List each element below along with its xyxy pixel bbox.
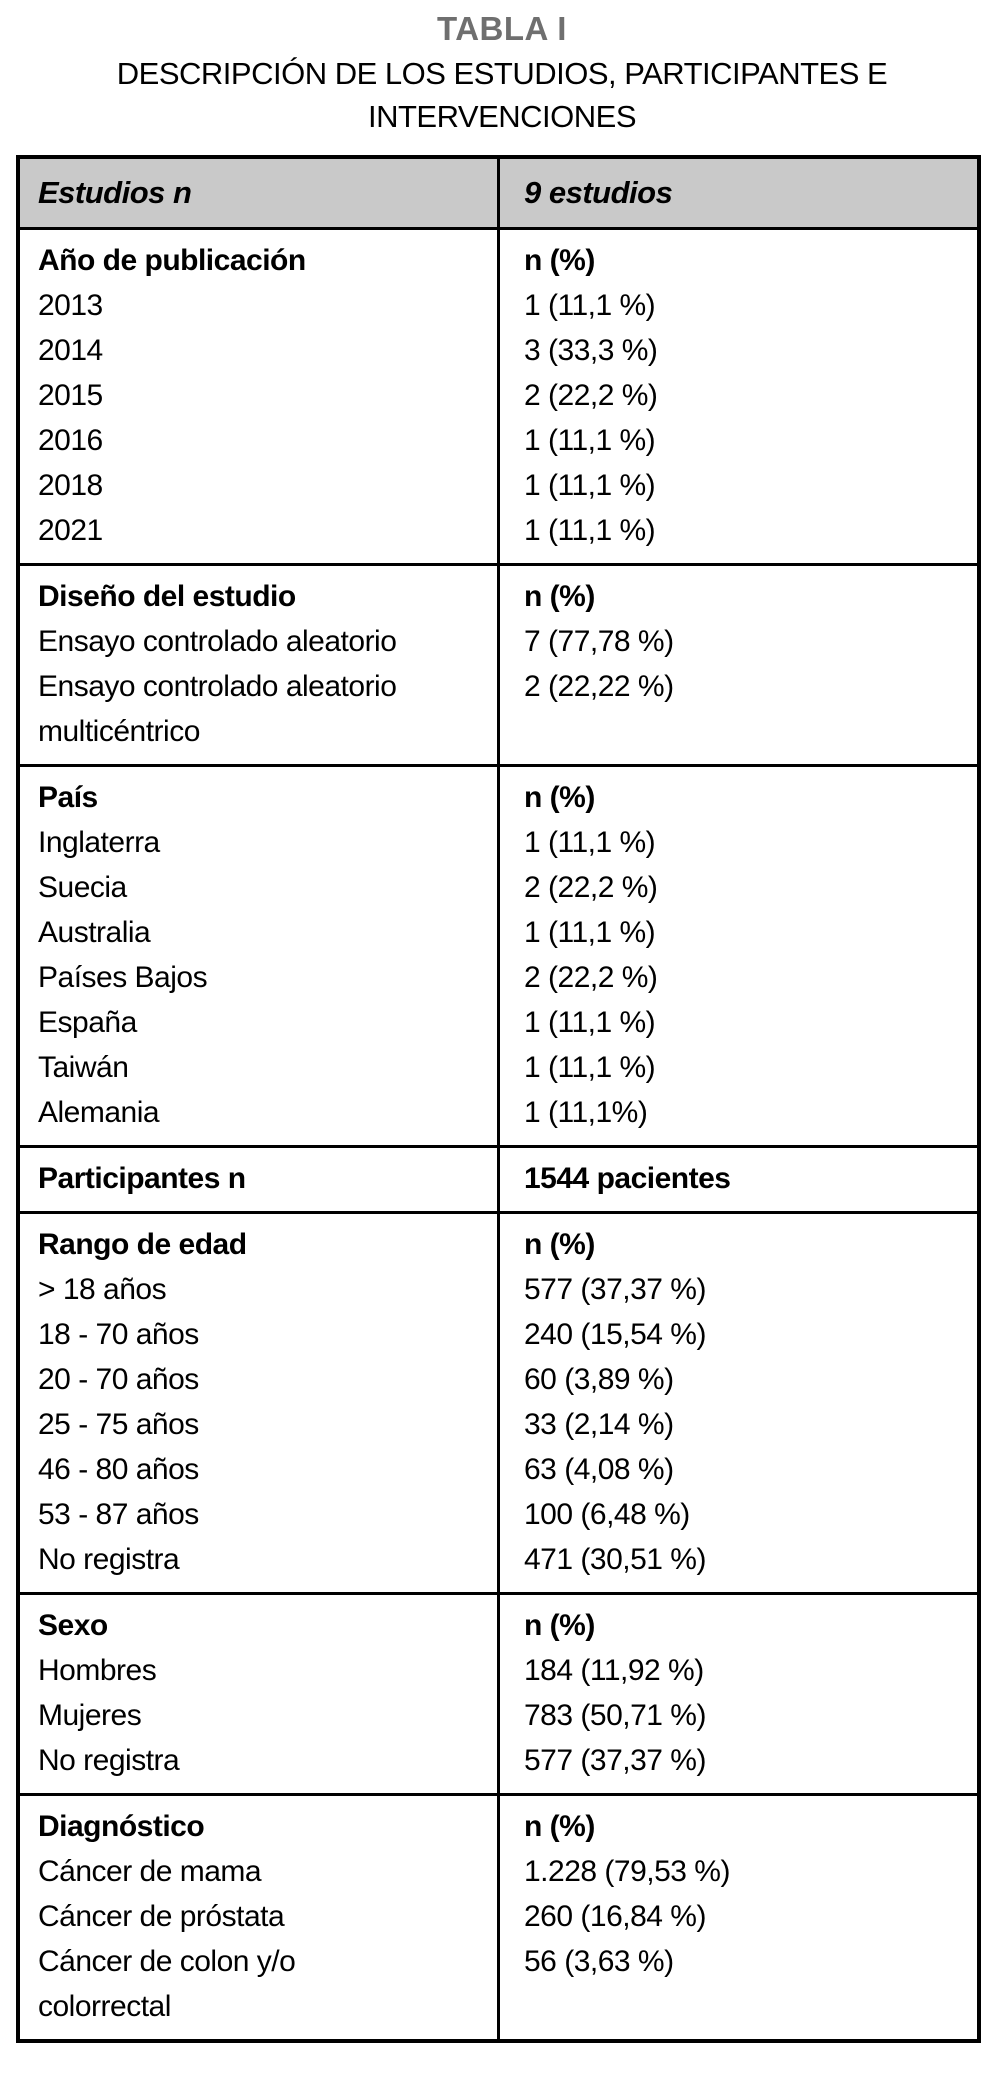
row-value: 3 (33,3 %) [524, 334, 658, 367]
row-value: 577 (37,37 %) [524, 1273, 706, 1306]
row-value: 2 (22,2 %) [524, 871, 658, 904]
row-value: 1 (11,1 %) [524, 1051, 656, 1084]
row-label: 2016 [38, 424, 103, 457]
row-label: 2013 [38, 289, 103, 322]
section-labels-cell: Diseño del estudio Ensayo controlado alea… [20, 566, 497, 764]
row-label: 46 - 80 años [38, 1453, 199, 1486]
section-labels-cell: Sexo Hombres Mujeres No registra [20, 1595, 497, 1793]
section-value-header: n (%) [524, 1228, 595, 1261]
row-label: Taiwán [38, 1051, 129, 1084]
row-label: 2015 [38, 379, 103, 412]
row-value: 60 (3,89 %) [524, 1363, 674, 1396]
row-value: 1 (11,1 %) [524, 514, 656, 547]
section-values-cell: n (%) 1 (11,1 %) 2 (22,2 %) 1 (11,1 %) 2 (22… [497, 767, 977, 1145]
row-label: 2021 [38, 514, 103, 547]
table-section-row: Diagnóstico Cáncer de mama Cáncer de próst… [20, 1793, 977, 2039]
row-value: 2 (22,22 %) [524, 670, 674, 703]
table-section-row: Sexo Hombres Mujeres No registra n (%) 184 (1… [20, 1592, 977, 1793]
section-labels-cell: Participantes n [20, 1148, 497, 1211]
section-value-header: n (%) [524, 244, 595, 277]
section-label: Participantes n [38, 1162, 246, 1195]
row-label: Inglaterra [38, 826, 160, 859]
row-label: 18 - 70 años [38, 1318, 199, 1351]
row-value: 240 (15,54 %) [524, 1318, 706, 1351]
row-label: Países Bajos [38, 961, 208, 994]
row-label: Australia [38, 916, 151, 949]
section-labels-cell: Rango de edad > 18 años 18 - 70 años 20 - 7… [20, 1214, 497, 1592]
row-value: 1 (11,1 %) [524, 1006, 656, 1039]
table-section-row: Año de publicación 2013 2014 2015 2016 2018 20… [20, 227, 977, 563]
section-label: Año de publicación [38, 244, 306, 277]
row-value: 7 (77,78 %) [524, 625, 674, 658]
row-value: 100 (6,48 %) [524, 1498, 690, 1531]
header-cell-estudios: Estudios n [38, 175, 192, 210]
table-section-row: Diseño del estudio Ensayo controlado alea… [20, 563, 977, 764]
table-title: TABLA I [437, 10, 567, 47]
table-subtitle: DESCRIPCIÓN DE LOS ESTUDIOS, PARTICIPANT… [116, 56, 888, 134]
row-value: 783 (50,71 %) [524, 1699, 706, 1732]
row-label: Cáncer de colon y/o colorrectal [38, 1945, 296, 2023]
row-value: 1 (11,1 %) [524, 916, 656, 949]
section-labels-cell: Diagnóstico Cáncer de mama Cáncer de próst… [20, 1796, 497, 2039]
row-value: 1 (11,1%) [524, 1096, 648, 1129]
row-label: 53 - 87 años [38, 1498, 199, 1531]
table-header-row: Estudios n 9 estudios [20, 159, 977, 227]
row-label: 20 - 70 años [38, 1363, 199, 1396]
row-value: 2 (22,2 %) [524, 379, 658, 412]
header-cell-total: 9 estudios [497, 159, 977, 227]
studies-table: Estudios n 9 estudios Año de publicación… [16, 155, 981, 2043]
section-value-header: n (%) [524, 580, 595, 613]
row-label: Ensayo controlado aleatorio [38, 625, 397, 658]
row-value: 184 (11,92 %) [524, 1654, 704, 1687]
section-value-header: 1544 pacientes [524, 1162, 731, 1195]
section-value-header: n (%) [524, 1810, 595, 1843]
section-label: Sexo [38, 1609, 108, 1642]
row-label: Alemania [38, 1096, 160, 1129]
row-value: 2 (22,2 %) [524, 961, 658, 994]
table-section-row: Rango de edad > 18 años 18 - 70 años 20 - 7… [20, 1211, 977, 1592]
row-label: No registra [38, 1543, 180, 1576]
row-value: 1 (11,1 %) [524, 424, 656, 457]
section-values-cell: n (%) 184 (11,92 %) 783 (50,71 %) 577 (37,3… [497, 1595, 977, 1793]
row-value: 1 (11,1 %) [524, 289, 656, 322]
row-label: Cáncer de próstata [38, 1900, 285, 1933]
row-label: 25 - 75 años [38, 1408, 199, 1441]
section-label: Diseño del estudio [38, 580, 296, 613]
row-value: 1 (11,1 %) [524, 826, 656, 859]
row-label: Suecia [38, 871, 127, 904]
row-label: España [38, 1006, 137, 1039]
section-value-header: n (%) [524, 781, 595, 814]
row-label: Ensayo controlado aleatorio multicéntric… [38, 670, 397, 748]
row-value: 63 (4,08 %) [524, 1453, 674, 1486]
section-labels-cell: Año de publicación 2013 2014 2015 2016 2018 20… [20, 230, 497, 563]
row-value: 1.228 (79,53 %) [524, 1855, 730, 1888]
row-label: 2014 [38, 334, 103, 367]
row-value: 471 (30,51 %) [524, 1543, 706, 1576]
section-label: Rango de edad [38, 1228, 247, 1261]
row-label: Cáncer de mama [38, 1855, 262, 1888]
table-section-row: País Inglaterra Suecia Australia Países Bajo… [20, 764, 977, 1145]
row-value: 1 (11,1 %) [524, 469, 656, 502]
section-label: Diagnóstico [38, 1810, 205, 1843]
section-values-cell: n (%) 1 (11,1 %) 3 (33,3 %) 2 (22,2 %) 1 (11… [497, 230, 977, 563]
row-value: 577 (37,37 %) [524, 1744, 706, 1777]
section-values-cell: n (%) 1.228 (79,53 %) 260 (16,84 %) 56 (3,6… [497, 1796, 977, 2039]
row-label: Hombres [38, 1654, 157, 1687]
section-values-cell: n (%) 7 (77,78 %) 2 (22,22 %) [497, 566, 977, 764]
row-value: 260 (16,84 %) [524, 1900, 706, 1933]
row-value: 33 (2,14 %) [524, 1408, 674, 1441]
row-label: Mujeres [38, 1699, 142, 1732]
row-label: No registra [38, 1744, 180, 1777]
section-value-header: n (%) [524, 1609, 595, 1642]
section-values-cell: n (%) 577 (37,37 %) 240 (15,54 %) 60 (3,89 … [497, 1214, 977, 1592]
table-section-row: Participantes n 1544 pacientes [20, 1145, 977, 1211]
section-values-cell: 1544 pacientes [497, 1148, 977, 1211]
row-label: 2018 [38, 469, 103, 502]
section-label: País [38, 781, 98, 814]
section-labels-cell: País Inglaterra Suecia Australia Países Bajo… [20, 767, 497, 1145]
row-value: 56 (3,63 %) [524, 1945, 674, 1978]
row-label: > 18 años [38, 1273, 167, 1306]
